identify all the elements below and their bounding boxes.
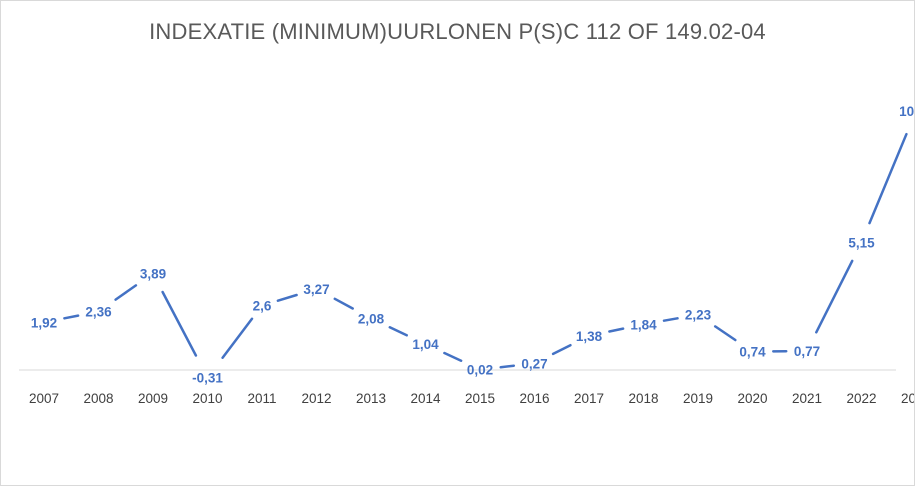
series-line-segment (443, 351, 463, 362)
data-label: 1,84 (630, 317, 657, 332)
series-line-segment (221, 317, 254, 359)
x-tick-label: 2020 (737, 391, 767, 406)
series-line-segment (276, 293, 298, 302)
data-label: -0,31 (192, 371, 223, 386)
data-label: 5,15 (848, 235, 875, 250)
x-tick-label: 2023 (901, 391, 914, 406)
series-line-segment (815, 259, 854, 334)
data-label: 2,08 (358, 311, 385, 326)
data-label: 2,36 (85, 305, 112, 320)
series-line-segment (499, 364, 516, 369)
data-label: 10,44 (899, 104, 914, 119)
data-label: 1,38 (576, 329, 603, 344)
data-label: 2,23 (685, 308, 712, 323)
data-label: 0,74 (739, 345, 766, 360)
x-tick-label: 2021 (792, 391, 822, 406)
series-line-segment (63, 314, 80, 320)
series-line-segment (551, 343, 572, 356)
data-label: 3,27 (303, 282, 329, 297)
data-label: 1,04 (412, 337, 439, 352)
series-line-segment (713, 325, 737, 342)
x-tick-label: 2010 (192, 391, 222, 406)
data-label: 1,92 (31, 315, 57, 330)
series-line-segment (868, 132, 908, 225)
chart-title: INDEXATIE (MINIMUM)UURLONEN P(S)C 112 OF… (149, 19, 766, 44)
x-tick-label: 2018 (628, 391, 658, 406)
series-line-segment (114, 284, 138, 301)
data-label: 0,27 (521, 356, 547, 371)
data-label: 0,77 (794, 344, 820, 359)
series-line-segment (388, 326, 408, 337)
x-tick-label: 2022 (846, 391, 876, 406)
x-tick-label: 2013 (356, 391, 386, 406)
series-line-segment (161, 290, 198, 357)
series-line-segment (662, 317, 679, 322)
x-tick-label: 2014 (410, 391, 441, 406)
x-tick-label: 2019 (683, 391, 713, 406)
x-tick-label: 2016 (519, 391, 549, 406)
series-line-segment (333, 297, 354, 310)
x-tick-label: 2008 (83, 391, 113, 406)
x-tick-label: 2007 (29, 391, 59, 406)
x-tick-label: 2011 (247, 391, 276, 406)
data-label: 3,89 (140, 267, 166, 282)
x-tick-label: 2012 (301, 391, 331, 406)
x-tick-label: 2009 (138, 391, 168, 406)
x-tick-label: 2015 (465, 391, 495, 406)
series-line-segment (608, 327, 625, 333)
data-label: 2,6 (253, 299, 272, 314)
data-label: 0,02 (467, 363, 493, 378)
x-tick-label: 2017 (574, 391, 604, 406)
